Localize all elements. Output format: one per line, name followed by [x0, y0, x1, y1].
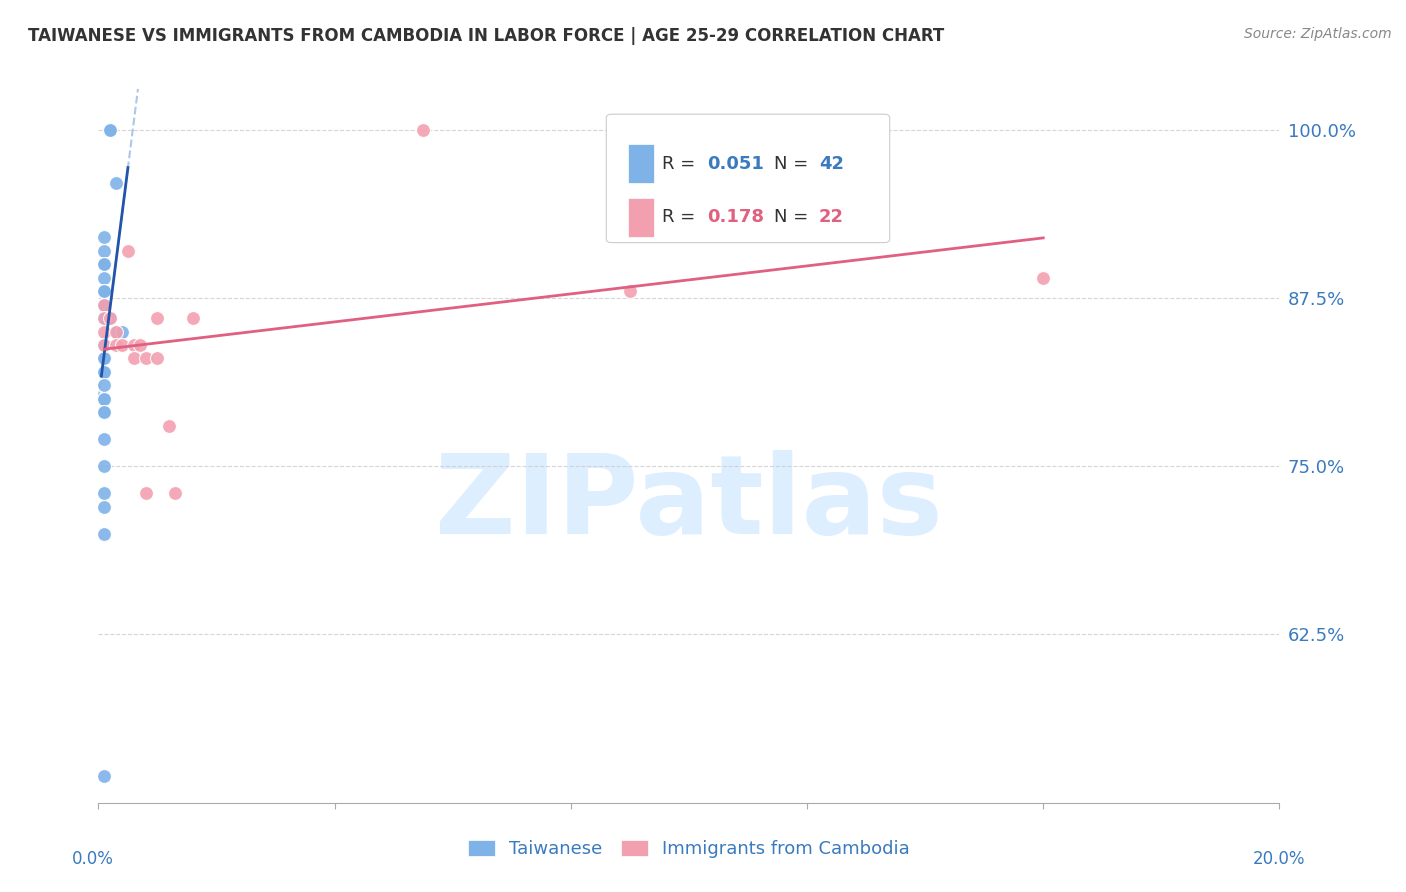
Point — [93, 459, 115, 474]
Point — [93, 365, 115, 379]
Point — [93, 311, 115, 326]
Point — [181, 311, 204, 326]
Point — [93, 338, 115, 352]
Point — [93, 284, 115, 298]
Point — [111, 325, 134, 339]
Point — [93, 351, 115, 366]
Point — [93, 284, 115, 298]
Point — [93, 284, 115, 298]
Point — [93, 365, 115, 379]
Point — [93, 432, 115, 446]
Point — [93, 338, 115, 352]
Point — [93, 405, 115, 419]
Point — [93, 500, 115, 514]
Text: ZIPatlas: ZIPatlas — [434, 450, 943, 557]
Point — [98, 122, 121, 136]
Point — [93, 351, 115, 366]
Point — [93, 365, 115, 379]
Point — [93, 298, 115, 312]
Point — [93, 351, 115, 366]
Point — [105, 325, 128, 339]
Point — [157, 418, 180, 433]
Point — [93, 257, 115, 271]
Point — [93, 526, 115, 541]
FancyBboxPatch shape — [627, 145, 654, 184]
Point — [98, 311, 121, 326]
Point — [93, 298, 115, 312]
Point — [93, 298, 115, 312]
Point — [619, 284, 641, 298]
Point — [93, 270, 115, 285]
Point — [98, 311, 121, 326]
Point — [93, 284, 115, 298]
Point — [93, 257, 115, 271]
Point — [146, 351, 169, 366]
Point — [93, 257, 115, 271]
Text: 42: 42 — [818, 155, 844, 173]
Point — [117, 244, 139, 258]
Text: 22: 22 — [818, 208, 844, 227]
Point — [93, 284, 115, 298]
Point — [93, 230, 115, 244]
Point — [93, 392, 115, 406]
Text: 20.0%: 20.0% — [1253, 850, 1306, 868]
Text: 0.178: 0.178 — [707, 208, 763, 227]
FancyBboxPatch shape — [627, 198, 654, 237]
Text: N =: N = — [773, 155, 814, 173]
Text: Source: ZipAtlas.com: Source: ZipAtlas.com — [1244, 27, 1392, 41]
Text: R =: R = — [662, 155, 700, 173]
Point — [93, 378, 115, 392]
Point — [105, 177, 128, 191]
Point — [105, 325, 128, 339]
Point — [93, 244, 115, 258]
Point — [98, 122, 121, 136]
Text: 0.0%: 0.0% — [72, 850, 114, 868]
Point — [93, 325, 115, 339]
Point — [93, 311, 115, 326]
Point — [412, 122, 434, 136]
Point — [122, 351, 145, 366]
Text: N =: N = — [773, 208, 814, 227]
Point — [105, 338, 128, 352]
Point — [111, 338, 134, 352]
Point — [1032, 270, 1054, 285]
Point — [93, 769, 115, 783]
Point — [135, 486, 157, 500]
Point — [93, 392, 115, 406]
Point — [135, 351, 157, 366]
Point — [122, 338, 145, 352]
Point — [93, 486, 115, 500]
Text: R =: R = — [662, 208, 700, 227]
Point — [165, 486, 187, 500]
Text: TAIWANESE VS IMMIGRANTS FROM CAMBODIA IN LABOR FORCE | AGE 25-29 CORRELATION CHA: TAIWANESE VS IMMIGRANTS FROM CAMBODIA IN… — [28, 27, 945, 45]
Point — [128, 338, 150, 352]
Point — [146, 311, 169, 326]
Text: 0.051: 0.051 — [707, 155, 763, 173]
Point — [93, 298, 115, 312]
Point — [93, 298, 115, 312]
Point — [93, 298, 115, 312]
Legend: Taiwanese, Immigrants from Cambodia: Taiwanese, Immigrants from Cambodia — [461, 832, 917, 865]
Point — [93, 311, 115, 326]
FancyBboxPatch shape — [606, 114, 890, 243]
Point — [93, 405, 115, 419]
